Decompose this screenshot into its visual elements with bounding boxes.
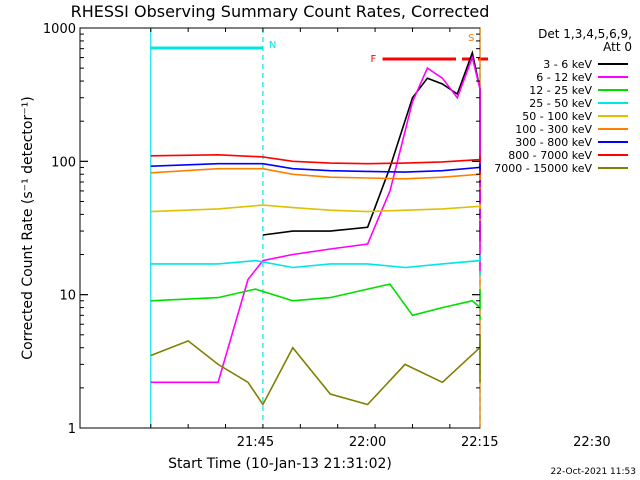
series-12-25keV: [150, 283, 481, 320]
series-50-100keV: [150, 203, 481, 221]
x-tick-label: 22:00: [349, 435, 386, 450]
legend-label: 300 - 800 keV: [515, 136, 592, 149]
series-line: [262, 50, 481, 242]
y-tick-label: 1: [68, 422, 76, 437]
footer-date: 22-Oct-2021 11:53: [551, 467, 636, 477]
series-line: [150, 54, 481, 384]
legend-item: 50 - 100 keV: [522, 110, 628, 123]
annotation-layer: N F S: [150, 28, 488, 428]
series-7000-15000keV: [150, 334, 481, 407]
y-tick-label: 1000: [43, 22, 76, 37]
chart-title: RHESSI Observing Summary Count Rates, Co…: [71, 2, 490, 21]
legend-item: 25 - 50 keV: [529, 97, 628, 110]
series-25-50keV: [150, 254, 481, 276]
y-axis-label: Corrected Count Rate (s⁻¹ detector⁻¹): [20, 96, 36, 359]
series-line: [150, 153, 481, 165]
legend-label: 100 - 300 keV: [515, 123, 592, 136]
series-6-12keV: [150, 54, 481, 384]
legend-label: 3 - 6 keV: [543, 58, 592, 71]
series-line: [150, 203, 481, 213]
legend-label: 25 - 50 keV: [529, 97, 592, 110]
y-tick-label: 10: [59, 289, 76, 304]
x-tick-label: 22:30: [573, 435, 610, 450]
legend-item: 800 - 7000 keV: [508, 149, 628, 162]
series-3-6keV: [262, 50, 481, 242]
legend-label: 6 - 12 keV: [536, 71, 592, 84]
legend-item: 3 - 6 keV: [543, 58, 628, 71]
flare-label: F: [371, 54, 377, 65]
series-line: [150, 283, 481, 317]
x-tick-label: 21:45: [237, 435, 274, 450]
legend-label: 800 - 7000 keV: [508, 149, 592, 162]
legend-label: 50 - 100 keV: [522, 110, 592, 123]
x-tick-label: 22:15: [461, 435, 498, 450]
legend-item: 300 - 800 keV: [515, 136, 628, 149]
x-axis-label: Start Time (10-Jan-13 21:31:02): [168, 456, 392, 472]
legend-title-line-1: Det 1,3,4,5,6,9,: [538, 27, 632, 41]
legend-item: 6 - 12 keV: [536, 71, 628, 84]
saa-label: S: [468, 33, 474, 44]
legend-item: 12 - 25 keV: [529, 84, 628, 97]
annotation-SAA: S: [468, 28, 481, 428]
series-300-800keV: [150, 162, 481, 182]
legend-item: 7000 - 15000 keV: [494, 162, 628, 175]
y-tick-label: 100: [51, 155, 76, 170]
series-layer: [150, 50, 481, 407]
legend-title-line-2: Att 0: [603, 40, 632, 54]
night-label: N: [269, 40, 276, 51]
legend-item: 100 - 300 keV: [515, 123, 628, 136]
series-line: [150, 254, 481, 269]
legend-label: 7000 - 15000 keV: [494, 162, 592, 175]
annotation-night: N: [150, 28, 276, 428]
series-line: [150, 334, 481, 407]
legend-label: 12 - 25 keV: [529, 84, 592, 97]
